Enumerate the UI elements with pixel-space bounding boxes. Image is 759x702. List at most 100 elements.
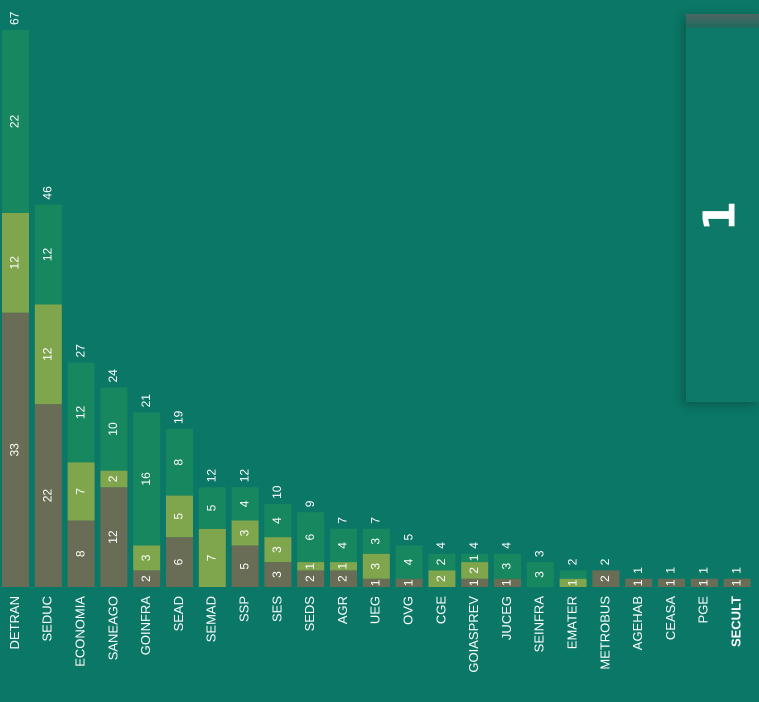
- side-panel-header-bar: [686, 14, 759, 28]
- bar-segment: [2, 212, 29, 313]
- segment-value-label: 1: [467, 554, 481, 561]
- segment-value-label: 2: [336, 575, 350, 582]
- total-value-label: 5: [401, 533, 415, 540]
- category-label: GOINFRA: [138, 596, 153, 656]
- category-label: SEAD: [171, 596, 186, 631]
- segment-value-label: 8: [172, 459, 186, 466]
- segment-value-label: 5: [204, 504, 218, 511]
- bar-segment: [690, 578, 718, 587]
- segment-value-label: 1: [631, 579, 645, 586]
- category-label: SANEAGO: [105, 596, 120, 660]
- category-label: DETRAN: [7, 596, 22, 649]
- category-label: AGEHAB: [630, 596, 645, 650]
- segment-value-label: 4: [237, 500, 251, 507]
- segment-value-label: 10: [106, 422, 120, 436]
- category-label: JUCEG: [499, 596, 514, 640]
- bar-segment: [2, 312, 29, 587]
- segment-value-label: 2: [467, 567, 481, 574]
- total-value-label: 12: [204, 469, 218, 483]
- segment-value-label: 3: [270, 546, 284, 553]
- segment-value-label: 12: [73, 405, 87, 419]
- bar-segment: [166, 537, 193, 587]
- category-label: OVG: [401, 596, 416, 625]
- bar-segment: [461, 562, 489, 579]
- total-value-label: 9: [303, 500, 317, 507]
- segment-value-label: 1: [467, 579, 481, 586]
- category-label: SEDS: [302, 596, 317, 632]
- bar-segment: [100, 487, 128, 587]
- bar-segment: [330, 562, 357, 571]
- total-value-label: 7: [336, 517, 350, 524]
- total-value-label: 1: [664, 567, 678, 574]
- segment-value-label: 1: [500, 579, 514, 586]
- segment-value-label: 12: [106, 530, 120, 544]
- bar-segment: [133, 545, 161, 571]
- bar-segment: [592, 570, 620, 587]
- segment-value-label: 12: [40, 247, 54, 261]
- bar-segment: [461, 553, 489, 563]
- segment-value-label: 5: [237, 563, 251, 570]
- segment-value-label: 1: [729, 579, 743, 586]
- bar-segment: [297, 512, 325, 563]
- total-value-label: 24: [106, 369, 120, 383]
- segment-value-label: 3: [532, 571, 546, 578]
- segment-value-label: 12: [40, 347, 54, 361]
- total-value-label: 4: [500, 542, 514, 549]
- category-label: SEMAD: [204, 596, 219, 642]
- bar-segment: [231, 520, 259, 546]
- bar-segment: [362, 578, 390, 587]
- segment-value-label: 1: [664, 579, 678, 586]
- total-value-label: 1: [729, 567, 743, 574]
- segment-value-label: 1: [303, 563, 317, 570]
- bar-segment: [395, 578, 423, 587]
- total-value-label: 1: [631, 567, 645, 574]
- bar-segment: [133, 570, 161, 587]
- segment-value-label: 2: [434, 558, 448, 565]
- bar-segment: [231, 545, 259, 587]
- segment-value-label: 5: [172, 513, 186, 520]
- segment-value-label: 3: [368, 538, 382, 545]
- segment-value-label: 4: [270, 517, 284, 524]
- bar-segment: [428, 570, 456, 587]
- total-value-label: 7: [368, 517, 382, 524]
- bar-segment: [133, 412, 161, 546]
- segment-value-label: 22: [40, 489, 54, 503]
- bar-segment: [395, 545, 423, 579]
- total-value-label: 46: [40, 186, 54, 200]
- bar-segment: [67, 362, 95, 463]
- bar-segment: [297, 562, 325, 571]
- bar-segment: [362, 553, 390, 579]
- bar-segment: [559, 578, 587, 587]
- segment-value-label: 1: [401, 579, 415, 586]
- total-value-label: 2: [565, 558, 579, 565]
- bar-segment: [264, 503, 292, 538]
- bar-segment: [330, 570, 357, 587]
- bar-segment: [526, 562, 554, 587]
- category-label: PGE: [696, 596, 711, 624]
- total-value-label: 67: [8, 11, 22, 25]
- category-label: CEASA: [663, 596, 678, 640]
- bar-segment: [34, 204, 62, 305]
- category-label: ECONOMIA: [73, 596, 88, 667]
- bar-segment: [67, 520, 95, 587]
- bar-segment: [494, 553, 521, 579]
- bar-segment: [330, 528, 357, 563]
- segment-value-label: 4: [336, 542, 350, 549]
- bar-segment: [2, 30, 29, 213]
- segment-value-label: 1: [565, 579, 579, 586]
- total-value-label: 19: [172, 410, 186, 424]
- segment-value-label: 1: [336, 563, 350, 570]
- category-label: CGE: [433, 596, 448, 625]
- total-value-label: 4: [467, 542, 481, 549]
- segment-value-label: 4: [401, 558, 415, 565]
- bar-segment: [559, 570, 587, 579]
- segment-value-label: 2: [106, 475, 120, 482]
- segment-value-label: 2: [139, 575, 153, 582]
- segment-value-label: 16: [139, 472, 153, 486]
- bar-segment: [658, 578, 685, 587]
- bar-segment: [264, 562, 292, 587]
- total-value-label: 10: [270, 485, 284, 499]
- bar-segment: [100, 470, 128, 488]
- total-value-label: 3: [532, 550, 546, 557]
